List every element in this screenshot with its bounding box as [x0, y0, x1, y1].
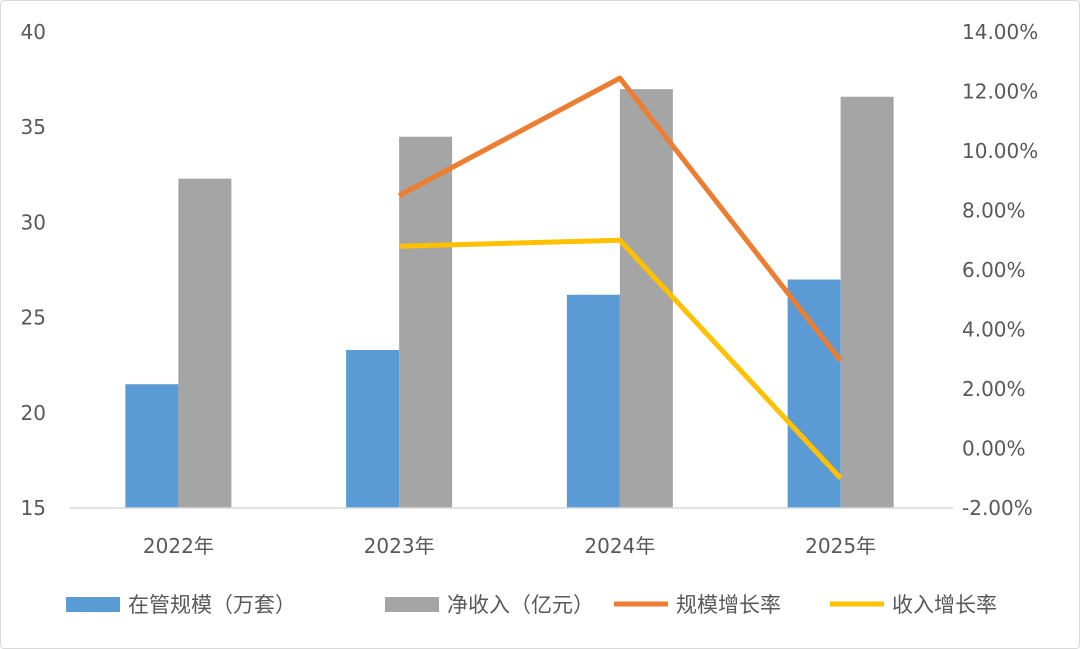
line-scale-growth: [397, 75, 843, 363]
x-tick-label: 2023年: [364, 534, 435, 558]
bar-revenue: [399, 136, 453, 508]
bar-scale: [346, 349, 400, 508]
right-tick-label: 12.00%: [962, 80, 1038, 104]
left-tick-label: 20: [21, 401, 46, 425]
bar-scale: [787, 279, 841, 508]
legend-label: 收入增长率: [892, 593, 997, 617]
right-tick-label: 4.00%: [962, 318, 1026, 342]
right-tick-label: 14.00%: [962, 20, 1038, 44]
left-tick-label: 35: [21, 115, 46, 139]
x-tick-label: 2022年: [143, 534, 214, 558]
x-tick-label: 2025年: [805, 534, 876, 558]
right-tick-label: 10.00%: [962, 139, 1038, 163]
right-tick-label: 6.00%: [962, 258, 1026, 282]
bar-scale: [566, 294, 620, 508]
left-tick-label: 15: [21, 496, 46, 520]
bar-revenue: [178, 178, 232, 508]
left-tick-label: 40: [21, 20, 46, 44]
legend-label: 在管规模（万套）: [128, 593, 296, 617]
legend-label: 规模增长率: [676, 593, 781, 617]
right-tick-label: 0.00%: [962, 437, 1026, 461]
right-tick-label: -2.00%: [962, 496, 1033, 520]
bar-revenue: [840, 96, 894, 509]
bar-scale: [125, 384, 179, 508]
legend-swatch: [66, 597, 120, 612]
bar-revenue: [619, 89, 673, 509]
legend-swatch: [385, 597, 439, 612]
line-revenue-growth: [399, 237, 843, 480]
left-tick-label: 25: [21, 306, 46, 330]
right-tick-label: 2.00%: [962, 377, 1026, 401]
x-tick-label: 2024年: [584, 534, 655, 558]
left-tick-label: 30: [21, 210, 46, 234]
right-tick-label: 8.00%: [962, 199, 1026, 223]
legend-label: 净收入（亿元）: [447, 593, 594, 617]
